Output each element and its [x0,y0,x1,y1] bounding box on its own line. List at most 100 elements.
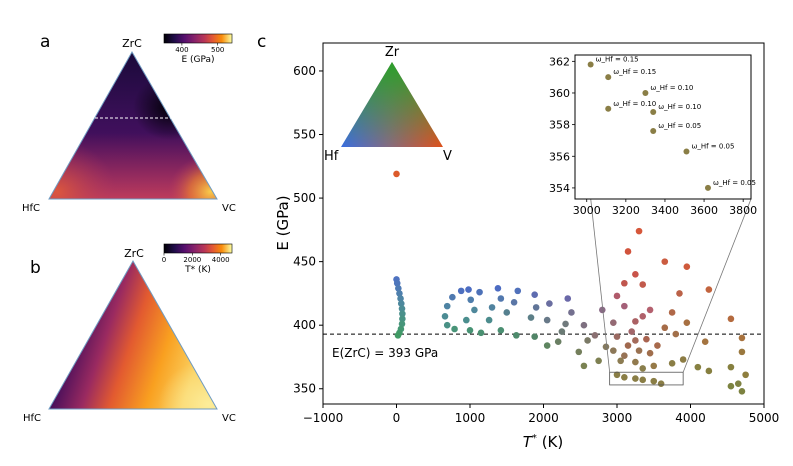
data-point [449,293,456,301]
data-point [554,338,562,346]
data-point [599,306,606,314]
scatter-points [393,170,749,395]
data-point [628,328,635,335]
inset-point [605,105,612,112]
data-point [639,312,647,320]
x-tick-label-4: 3000 [602,411,633,425]
data-point [610,347,617,354]
inset-point-label: ω_Hf = 0.05 [713,179,756,187]
inset-x-tick-label-3: 3600 [690,204,718,217]
y-tick-label-0: 350 [293,382,316,396]
data-point [443,321,451,329]
data-point [477,329,485,337]
data-point [466,326,474,334]
y-tick-label-4: 550 [293,128,316,142]
cbarBTicks-tick-label-0: 0 [162,256,166,264]
data-point [632,375,639,382]
data-point [661,258,669,265]
data-point [558,328,566,335]
data-point [451,325,458,333]
inset-y-tick-label-0: 354 [549,182,570,195]
data-point [562,320,569,328]
data-point [514,287,522,295]
data-point [643,335,650,343]
color-key-top: Zr [385,45,400,60]
data-point [467,296,475,304]
corner-right-b: VC [222,413,236,424]
data-point [510,299,518,306]
data-point [679,356,687,363]
data-point [527,314,535,321]
data-point [705,367,713,375]
inset-point-label: ω_Hf = 0.10 [613,100,656,108]
inset-point-label: ω_Hf = 0.05 [658,122,701,130]
data-point [503,309,511,316]
inset-point-label: ω_Hf = 0.15 [613,68,656,76]
inset-point-label: ω_Hf = 0.15 [596,55,639,63]
ternary-map-b [48,259,218,410]
inset-point [704,184,711,191]
data-point [602,343,610,351]
inset-point [642,89,649,96]
x-tick-label-1: 0 [393,411,401,425]
data-point [395,285,402,292]
data-point [397,295,404,302]
panel-label-b: b [30,258,41,278]
y-tick-label-3: 500 [293,191,316,205]
data-point [632,358,639,366]
inset-y-tick-label-1: 356 [549,150,570,163]
data-point [635,227,643,235]
data-point [441,312,449,320]
inset-x-tick-label-2: 3400 [651,204,679,217]
data-point [568,309,575,316]
data-point [399,310,406,318]
ternary-map-a [48,50,218,200]
data-point [734,380,742,387]
inset-x-tick-label-0: 3000 [573,204,601,217]
data-point [683,263,691,271]
panel-b: b ZrC HfC VC 0 2000 4000 T* (K) [23,243,236,424]
inset-y-tick-label-3: 360 [549,87,570,100]
inset-point-label: ω_Hf = 0.10 [658,103,701,111]
data-point [613,371,621,379]
data-point [485,316,493,324]
panel-label-a: a [40,32,50,52]
inset-y-tick-label-4: 362 [549,55,570,68]
data-point [657,380,665,387]
data-point [632,318,639,325]
data-point [742,371,749,379]
data-point [532,304,540,311]
x-tick-label-6: 5000 [749,411,780,425]
data-point [661,324,669,332]
data-point [513,332,520,339]
data-point [564,295,572,302]
y-tick-label-2: 450 [293,255,316,269]
data-point [738,348,746,356]
data-point [591,332,599,339]
data-point [465,286,472,293]
cbarBTicks-tick-label-2: 4000 [212,256,230,264]
panel-c: c −1000 0 1000 2000 3000 4000 5000 350 400 450 500… [257,32,779,451]
data-point [497,295,505,302]
corner-left-b: HfC [23,413,41,424]
data-point [398,305,406,312]
data-point [394,332,402,339]
data-point [457,287,465,295]
data-point [650,377,658,385]
corner-right-a: VC [222,203,236,214]
zoom-connector-right [682,198,752,373]
axis-ticks: −1000 0 1000 2000 3000 4000 5000 350 400 450 500 55… [293,64,779,425]
data-point [624,342,632,349]
data-point [546,300,553,307]
data-point [632,337,639,344]
data-point [595,357,602,365]
data-point [580,321,588,329]
data-point [621,374,628,381]
data-point [694,363,702,371]
data-point [635,347,643,354]
data-point [639,281,647,288]
data-point [580,362,588,370]
data-point [584,337,591,344]
inset: 3000 3200 3400 3600 3800 354 356 358 360 362 ω_Hf… [549,54,757,217]
